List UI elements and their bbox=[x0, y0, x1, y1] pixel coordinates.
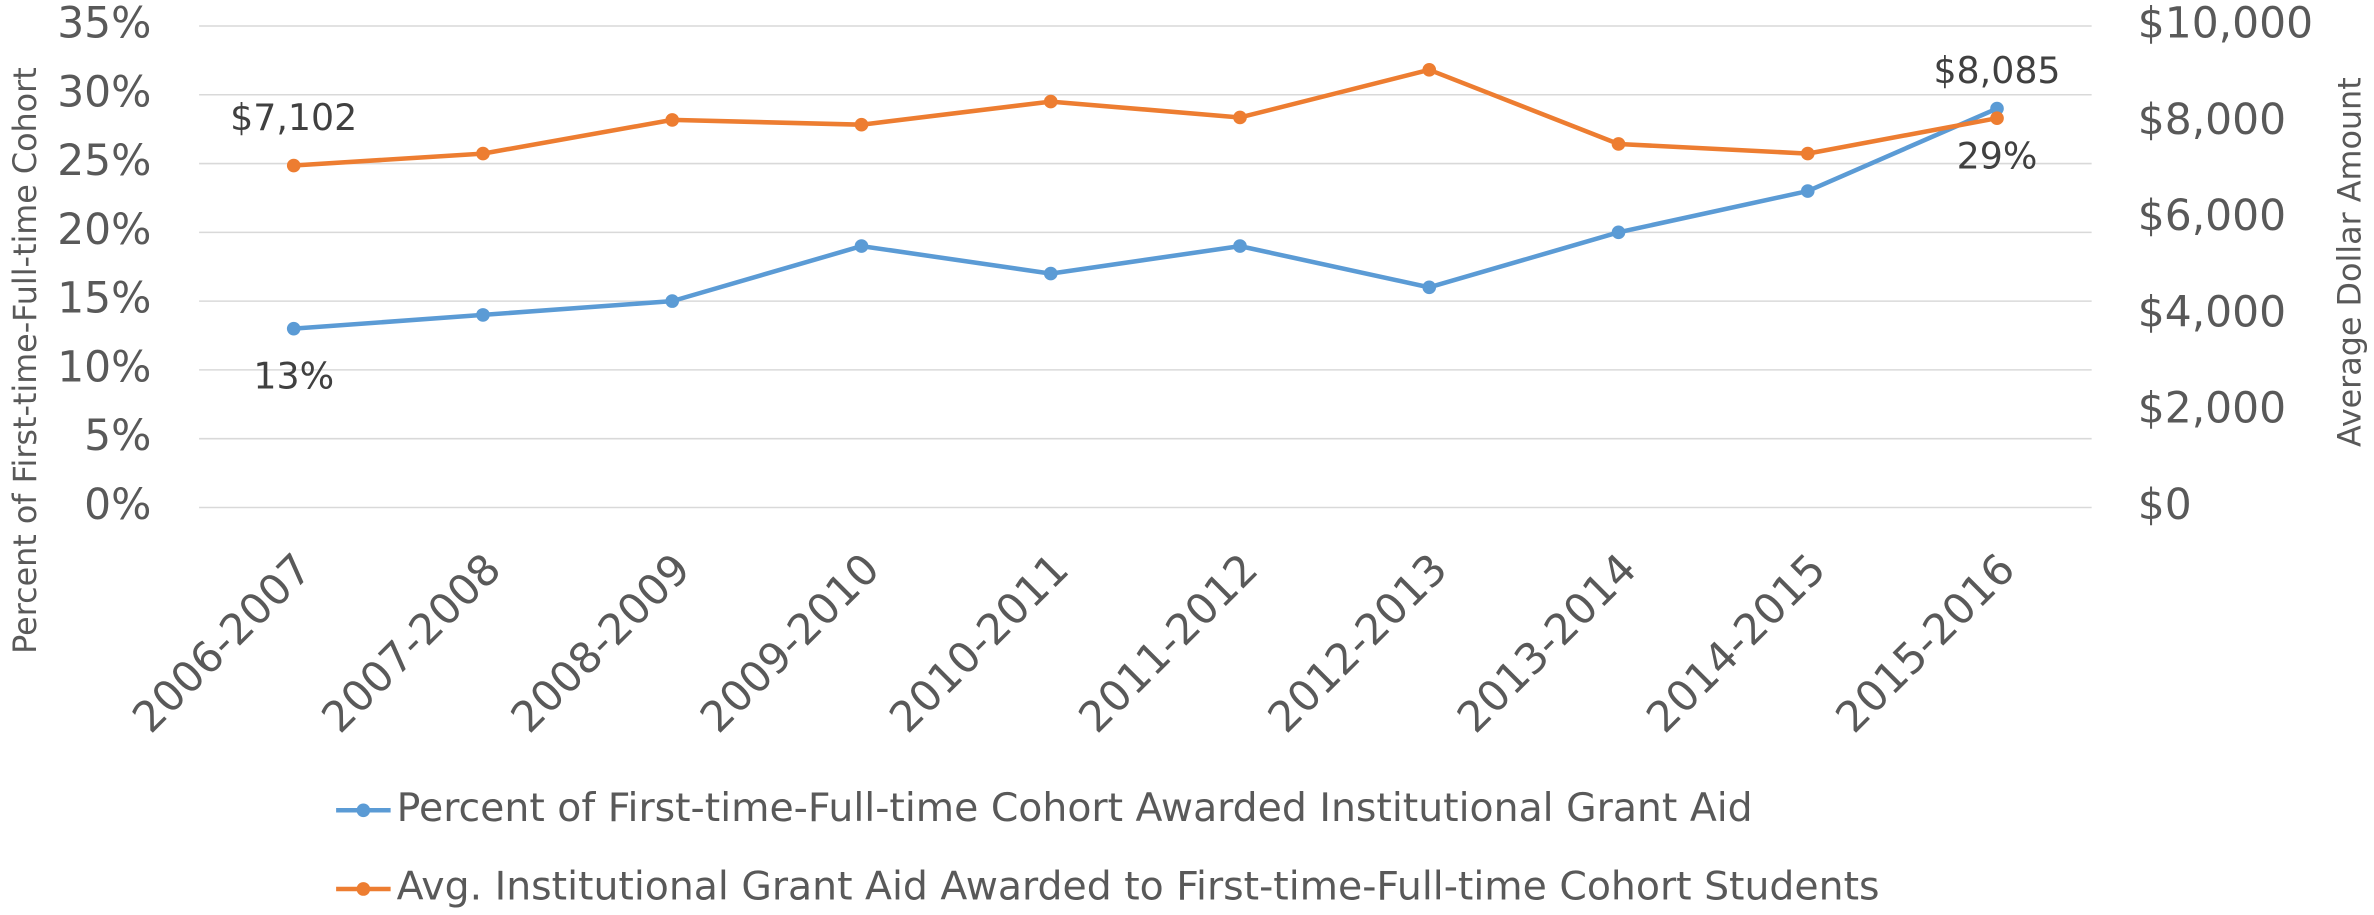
data-label: 29% bbox=[1957, 135, 2038, 178]
y2-axis-title: Average Dollar Amount bbox=[2331, 77, 2368, 447]
legend-label: Avg. Institutional Grant Aid Awarded to … bbox=[397, 863, 1880, 909]
y-tick-label: 15% bbox=[57, 274, 151, 323]
data-point bbox=[854, 117, 869, 132]
data-point bbox=[665, 294, 680, 308]
y2-tick-label: $10,000 bbox=[2138, 0, 2313, 48]
x-tick-label: 2008-2009 bbox=[502, 544, 700, 742]
x-tick-label: 2015-2016 bbox=[1826, 544, 2024, 742]
x-tick-label: 2014-2015 bbox=[1637, 544, 1835, 742]
data-point bbox=[1800, 146, 1815, 161]
legend-label: Percent of First-time-Full-time Cohort A… bbox=[397, 785, 1753, 831]
data-label: 13% bbox=[253, 355, 334, 398]
data-point bbox=[1422, 63, 1437, 77]
y-tick-label: 10% bbox=[57, 342, 151, 391]
data-point bbox=[286, 321, 301, 336]
y-tick-label: 0% bbox=[84, 480, 151, 529]
x-tick-label: 2011-2012 bbox=[1069, 544, 1267, 742]
series-line bbox=[293, 67, 1998, 168]
data-point bbox=[1043, 266, 1058, 281]
y-tick-label: 35% bbox=[57, 0, 151, 48]
data-point bbox=[1800, 184, 1815, 198]
y-tick-label: 20% bbox=[57, 205, 151, 254]
data-point bbox=[286, 158, 301, 173]
y2-tick-label: $8,000 bbox=[2138, 95, 2286, 144]
data-point bbox=[1233, 239, 1247, 253]
data-point bbox=[854, 239, 869, 253]
y2-tick-label: $6,000 bbox=[2138, 191, 2286, 240]
y-tick-label: 30% bbox=[57, 67, 151, 116]
legend-marker bbox=[356, 882, 371, 896]
y-tick-label: 5% bbox=[84, 411, 151, 460]
x-tick-label: 2009-2010 bbox=[691, 544, 889, 742]
data-point bbox=[1233, 110, 1247, 125]
data-point bbox=[1990, 111, 2004, 126]
x-tick-label: 2010-2011 bbox=[880, 544, 1078, 742]
data-label: $7,102 bbox=[230, 96, 357, 139]
data-label: $8,085 bbox=[1933, 49, 2060, 92]
x-tick-label: 2012-2013 bbox=[1259, 544, 1457, 742]
y-tick-label: 25% bbox=[57, 136, 151, 185]
data-point bbox=[476, 308, 490, 322]
data-point bbox=[1611, 225, 1626, 240]
y2-tick-label: $2,000 bbox=[2138, 384, 2286, 433]
series-line bbox=[293, 106, 1998, 331]
x-tick-label: 2007-2008 bbox=[312, 544, 510, 742]
y-axis-title: Percent of First-time-Full-time Cohort bbox=[7, 67, 44, 654]
y2-tick-label: $4,000 bbox=[2138, 287, 2286, 336]
x-tick-label: 2006-2007 bbox=[123, 544, 321, 742]
data-point bbox=[1990, 101, 2004, 116]
data-point bbox=[1422, 280, 1437, 295]
data-point bbox=[1611, 137, 1626, 151]
y2-tick-label: $0 bbox=[2138, 480, 2192, 529]
data-point bbox=[476, 146, 490, 161]
legend-marker bbox=[356, 803, 371, 818]
data-point bbox=[665, 113, 680, 127]
x-tick-label: 2013-2014 bbox=[1448, 544, 1646, 742]
data-point bbox=[1043, 94, 1058, 109]
